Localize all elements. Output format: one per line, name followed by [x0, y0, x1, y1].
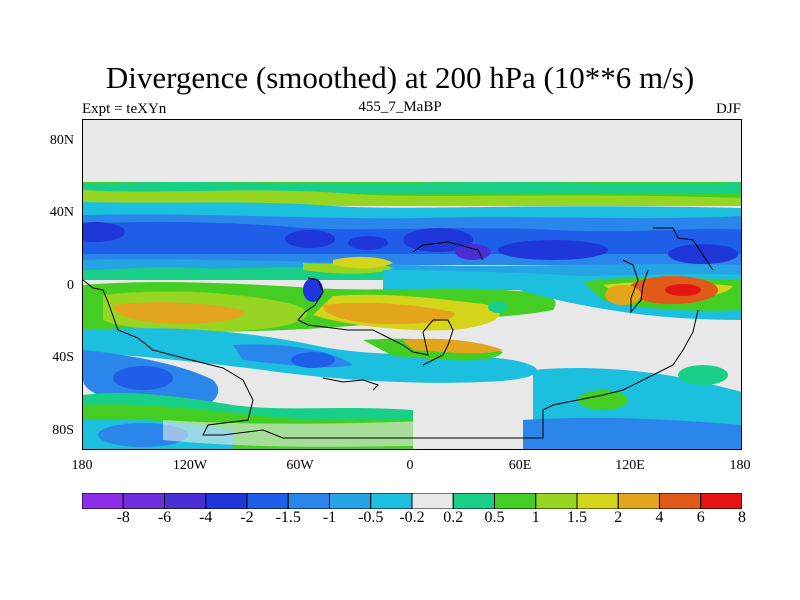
legend-label: 6: [696, 509, 705, 526]
legend-label: -0.2: [399, 509, 425, 526]
divergence-map: [82, 119, 742, 450]
legend-swatch: [164, 493, 207, 509]
legend-swatch: [494, 493, 537, 509]
latitude-tick-80n: 80N: [49, 133, 74, 148]
experiment-id-label: 455_7_MaBP: [358, 99, 442, 115]
contour-field: [83, 182, 741, 449]
experiment-label: Expt = teXYn: [82, 101, 167, 117]
legend-swatch: [452, 493, 495, 509]
legend-label: -6: [157, 509, 172, 526]
latitude-tick-80s: 80S: [52, 423, 74, 438]
legend-swatch: [122, 493, 165, 509]
legend-label: -8: [116, 509, 130, 526]
longitude-tick-120w: 120W: [172, 458, 208, 473]
color-legend: [82, 493, 742, 509]
legend-label: 0.2: [443, 509, 464, 526]
longitude-tick-180e: 180: [729, 458, 751, 473]
legend-label: 8: [738, 509, 746, 526]
legend-swatch: [659, 493, 702, 509]
latitude-tick-40n: 40N: [49, 205, 74, 220]
legend-label: 0.5: [484, 509, 505, 526]
longitude-tick-0: 0: [406, 458, 414, 473]
longitude-tick-120e: 120E: [615, 458, 645, 473]
longitude-tick-60w: 60W: [286, 458, 314, 473]
legend-swatch: [617, 493, 660, 509]
legend-swatch: [287, 493, 330, 509]
longitude-tick-60e: 60E: [508, 458, 532, 473]
legend-label: -0.5: [358, 509, 384, 526]
legend-swatch: [576, 493, 619, 509]
legend-label: 1.5: [567, 509, 587, 526]
legend-label: -1.5: [275, 509, 301, 526]
legend-label: 2: [614, 509, 623, 526]
legend-swatch: [205, 493, 248, 509]
legend-swatch: [82, 493, 124, 509]
legend-swatch: [246, 493, 289, 509]
longitude-tick-180w: 180: [71, 458, 93, 473]
legend-label: -1: [322, 509, 337, 526]
legend-label: -4: [199, 509, 213, 526]
legend-swatch: [700, 493, 742, 509]
latitude-tick-40s: 40S: [52, 350, 74, 365]
legend-swatch: [411, 493, 454, 509]
legend-label: 1: [531, 509, 540, 526]
legend-label: 4: [655, 509, 664, 526]
latitude-tick-0: 0: [67, 278, 74, 293]
legend-swatch: [370, 493, 413, 509]
legend-swatch: [535, 493, 578, 509]
legend-swatch: [329, 493, 372, 509]
legend-label: -2: [240, 509, 254, 526]
season-label: DJF: [715, 101, 741, 117]
plot-title: Divergence (smoothed) at 200 hPa (10**6 …: [105, 60, 695, 95]
